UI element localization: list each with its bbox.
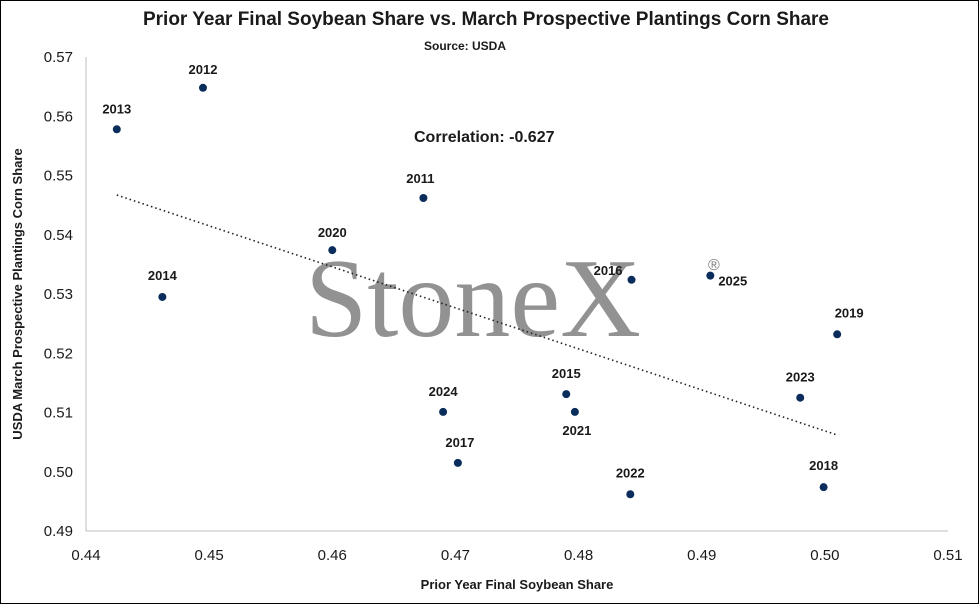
chart-subtitle: Source: USDA	[424, 39, 506, 53]
data-point-2011	[419, 194, 428, 203]
point-label-2025: 2025	[718, 274, 747, 289]
watermark-text: StoneX	[305, 237, 641, 361]
data-point-2021	[570, 407, 579, 416]
point-label-2016: 2016	[594, 263, 623, 278]
data-point-2024	[439, 407, 448, 416]
data-point-2013	[112, 125, 121, 134]
trendline	[116, 194, 838, 436]
data-point-2022	[626, 490, 635, 499]
point-label-2017: 2017	[445, 435, 474, 450]
data-points	[112, 83, 842, 499]
point-label-2015: 2015	[552, 366, 581, 381]
x-tick-label: 0.51	[933, 547, 962, 564]
watermark: StoneX ®	[305, 237, 720, 361]
point-label-2011: 2011	[406, 171, 434, 186]
data-point-2012	[198, 83, 207, 92]
point-label-2012: 2012	[189, 62, 218, 77]
x-tick-label: 0.48	[564, 547, 593, 564]
watermark-registered-mark: ®	[708, 257, 720, 274]
x-tick-label: 0.49	[687, 547, 716, 564]
data-point-labels: 2013 2012 2014 2011 2020 2024 2017 2015 2021 2016…	[102, 62, 863, 480]
point-label-2020: 2020	[318, 225, 347, 240]
point-label-2022: 2022	[616, 465, 645, 480]
data-point-2018	[819, 483, 828, 492]
correlation-annotation: Correlation: -0.627	[414, 129, 555, 146]
chart-title: Prior Year Final Soybean Share vs. March…	[143, 9, 829, 30]
y-tick-label: 0.53	[44, 286, 73, 303]
point-label-2021: 2021	[562, 423, 591, 438]
x-tick-label: 0.47	[441, 547, 470, 564]
x-tick-label: 0.44	[71, 547, 100, 564]
point-label-2018: 2018	[809, 458, 838, 473]
data-point-2020	[328, 246, 337, 255]
data-point-2016	[627, 275, 636, 284]
y-tick-label: 0.56	[44, 108, 73, 125]
x-axis-title: Prior Year Final Soybean Share	[421, 577, 614, 592]
y-tick-label: 0.49	[44, 523, 73, 540]
data-point-2017	[453, 458, 462, 467]
x-tick-label: 0.45	[195, 547, 224, 564]
data-point-2019	[833, 330, 842, 339]
data-point-2023	[796, 393, 805, 402]
y-tick-label: 0.54	[44, 227, 73, 244]
y-tick-label: 0.51	[44, 405, 73, 422]
data-point-2025	[706, 271, 715, 280]
x-tick-labels: 0.44 0.45 0.46 0.47 0.48 0.49 0.50 0.51	[71, 547, 962, 564]
data-point-2015	[562, 390, 571, 399]
point-label-2019: 2019	[835, 305, 864, 320]
x-tick-label: 0.46	[318, 547, 347, 564]
data-point-2014	[158, 292, 167, 301]
y-axis-title: USDA March Prospective Plantings Corn Sh…	[10, 148, 25, 439]
x-tick-label: 0.50	[810, 547, 839, 564]
point-label-2024: 2024	[429, 384, 459, 399]
point-label-2013: 2013	[102, 101, 131, 116]
y-tick-label: 0.50	[44, 464, 73, 481]
point-label-2023: 2023	[786, 370, 815, 385]
point-label-2014: 2014	[148, 268, 178, 283]
y-tick-label: 0.52	[44, 345, 73, 362]
y-tick-label: 0.55	[44, 168, 73, 185]
y-tick-label: 0.57	[44, 49, 73, 66]
y-tick-labels: 0.49 0.50 0.51 0.52 0.53 0.54 0.55 0.56 0.57	[44, 49, 73, 540]
